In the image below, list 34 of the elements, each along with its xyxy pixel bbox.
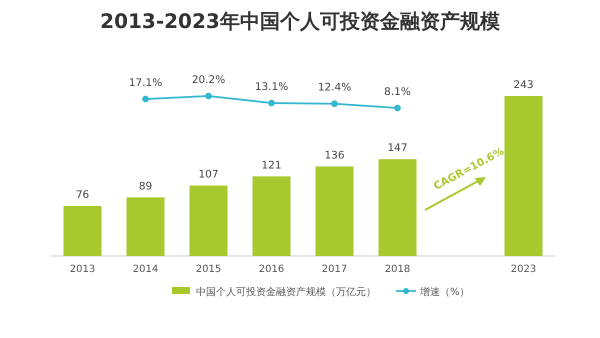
legend-label: 中国个人可投资金融资产规模（万亿元） — [196, 286, 376, 298]
x-tick-label: 2016 — [258, 264, 284, 275]
data-label: 89 — [138, 180, 152, 192]
bar — [252, 176, 290, 256]
x-tick-label: 2015 — [196, 264, 222, 275]
data-label: 12.4% — [318, 82, 352, 94]
data-label: 121 — [261, 159, 282, 172]
data-label: 243 — [513, 79, 534, 91]
bar — [378, 159, 416, 256]
data-label: 8.1% — [384, 86, 411, 98]
x-tick-label: 2017 — [322, 264, 348, 275]
data-label: 17.1% — [128, 77, 162, 90]
data-label: 76 — [76, 188, 90, 201]
bar — [64, 206, 102, 256]
data-label: 136 — [324, 149, 345, 162]
point — [142, 96, 149, 102]
bar — [504, 96, 542, 256]
data-label: 13.1% — [254, 81, 288, 94]
x-tick-label: 2018 — [384, 264, 410, 275]
point — [331, 100, 338, 108]
point — [205, 92, 212, 100]
bar — [126, 197, 164, 256]
x-tick-label: 2013 — [70, 264, 96, 275]
bar — [316, 166, 354, 256]
x-tick-label: 2023 — [510, 264, 536, 275]
legend-label: 增速（%） — [419, 286, 470, 298]
point — [268, 100, 275, 106]
x-tick-label: 2014 — [132, 264, 158, 275]
data-label: 107 — [198, 168, 219, 181]
data-label: 147 — [387, 142, 408, 154]
bar — [190, 186, 228, 256]
chart-title: 2013-2023年中国个人可投资金融资产规模 — [100, 9, 500, 33]
data-label: 20.2% — [192, 74, 226, 86]
point — [394, 104, 401, 112]
